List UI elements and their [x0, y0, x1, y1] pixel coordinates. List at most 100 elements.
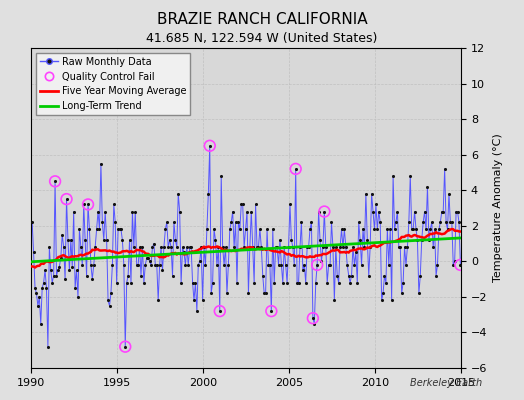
Point	[28, 219, 36, 226]
Text: BRAZIE RANCH CALIFORNIA: BRAZIE RANCH CALIFORNIA	[157, 12, 367, 27]
Point	[215, 308, 224, 314]
Point	[256, 226, 264, 232]
Point	[316, 237, 324, 243]
Point	[167, 244, 176, 250]
Point	[174, 190, 182, 197]
Point	[342, 244, 350, 250]
Point	[32, 290, 41, 296]
Point	[74, 294, 82, 300]
Point	[43, 344, 52, 350]
Point	[356, 237, 364, 243]
Point	[310, 320, 319, 327]
Point	[297, 219, 305, 226]
Point	[181, 262, 190, 268]
Point	[267, 308, 276, 314]
Point	[197, 244, 205, 250]
Point	[230, 244, 238, 250]
Point	[77, 244, 85, 250]
Point	[152, 262, 161, 268]
Point	[294, 280, 303, 286]
Point	[168, 272, 177, 279]
Point	[386, 226, 395, 232]
Point	[158, 267, 167, 274]
Point	[114, 226, 122, 232]
Point	[199, 297, 207, 304]
Point	[291, 166, 300, 172]
Point	[449, 262, 457, 268]
Point	[200, 244, 208, 250]
Point	[98, 219, 106, 226]
Point	[242, 226, 250, 232]
Point	[108, 262, 116, 268]
Point	[300, 262, 309, 268]
Point	[451, 258, 459, 264]
Point	[243, 208, 251, 215]
Point	[281, 262, 290, 268]
Point	[119, 262, 128, 268]
Point	[423, 184, 432, 190]
Point	[240, 244, 248, 250]
Point	[164, 244, 172, 250]
Point	[426, 226, 434, 232]
Point	[170, 219, 178, 226]
Point	[227, 219, 235, 226]
Point	[117, 226, 125, 232]
Point	[425, 237, 433, 243]
Point	[129, 244, 138, 250]
Point	[148, 244, 157, 250]
Point	[49, 272, 58, 279]
Point	[445, 190, 453, 197]
Point	[143, 254, 151, 261]
Point	[123, 280, 131, 286]
Point	[332, 244, 340, 250]
Point	[171, 237, 180, 243]
Point	[147, 262, 155, 268]
Point	[209, 280, 217, 286]
Point	[135, 244, 144, 250]
Point	[31, 285, 39, 291]
Point	[113, 280, 121, 286]
Point	[215, 308, 224, 314]
Point	[244, 290, 253, 296]
Point	[422, 226, 430, 232]
Point	[121, 344, 129, 350]
Point	[238, 201, 247, 208]
Point	[105, 302, 114, 309]
Point	[430, 226, 439, 232]
Point	[219, 244, 227, 250]
Point	[141, 262, 149, 268]
Point	[400, 244, 409, 250]
Point	[246, 244, 254, 250]
Point	[138, 244, 147, 250]
Point	[428, 219, 436, 226]
Point	[328, 219, 336, 226]
Point	[236, 226, 244, 232]
Point	[39, 280, 48, 286]
Point	[355, 219, 363, 226]
Point	[363, 237, 372, 243]
Point	[271, 244, 280, 250]
Point	[95, 226, 104, 232]
Point	[60, 244, 68, 250]
Point	[334, 280, 343, 286]
Point	[118, 237, 127, 243]
Point	[72, 267, 81, 274]
Point	[228, 208, 237, 215]
Point	[269, 226, 277, 232]
Point	[35, 294, 43, 300]
Point	[62, 196, 71, 202]
Point	[100, 237, 108, 243]
Point	[279, 280, 287, 286]
Point	[389, 173, 397, 179]
Point	[376, 219, 385, 226]
Point	[286, 201, 294, 208]
Point	[439, 208, 447, 215]
Point	[409, 226, 417, 232]
Point	[322, 244, 330, 250]
Point	[177, 280, 185, 286]
Point	[392, 219, 400, 226]
Point	[234, 219, 243, 226]
Point	[162, 219, 171, 226]
Point	[267, 308, 276, 314]
Point	[252, 201, 260, 208]
